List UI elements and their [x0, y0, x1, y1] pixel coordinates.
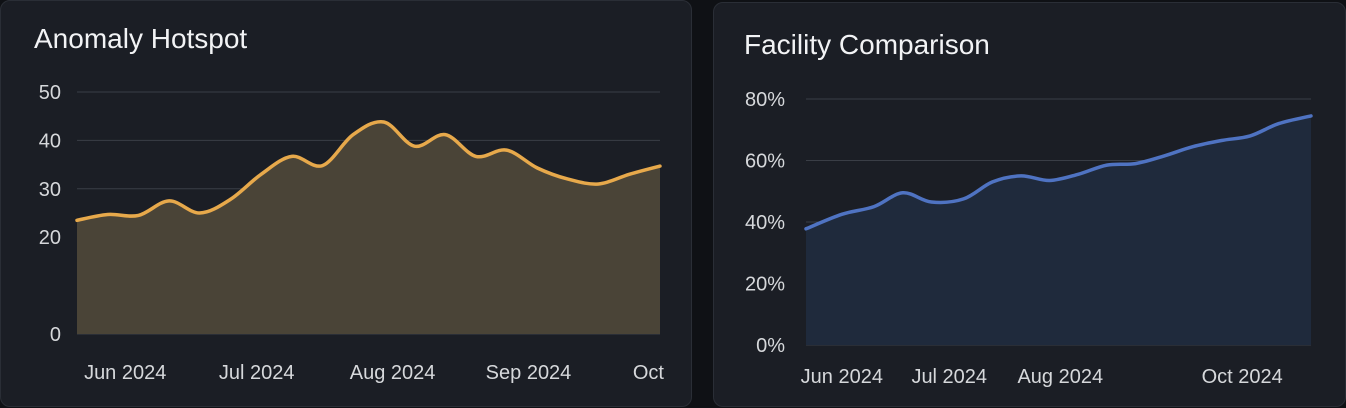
- anomaly-x-tick-label: Sep 2024: [486, 362, 572, 384]
- anomaly-x-tick-label: Jul 2024: [219, 362, 295, 384]
- facility-y-tick-label: 80%: [745, 89, 785, 111]
- facility-y-tick-label: 0%: [756, 335, 785, 357]
- facility-comparison-chart: 0% 20% 40% 60% 80% Jun 2024 Jul 2024 Aug 2024 Oc…: [745, 89, 1313, 388]
- facility-x-tick-label: Oct 2024: [1202, 366, 1283, 388]
- facility-series-area: [806, 115, 1311, 346]
- anomaly-hotspot-title: Anomaly Hotspot: [34, 23, 248, 54]
- anomaly-hotspot-panel: Anomaly Hotspot 0 20 30 40 50 Jun 2024 Jul 202…: [0, 0, 692, 407]
- facility-comparison-title: Facility Comparison: [744, 29, 990, 60]
- facility-x-tick-label: Jun 2024: [801, 366, 883, 388]
- anomaly-series-area: [77, 121, 660, 334]
- anomaly-y-tick-label: 40: [39, 130, 61, 152]
- anomaly-x-tick-label: Jun 2024: [84, 362, 166, 384]
- anomaly-y-tick-label: 50: [39, 82, 61, 104]
- anomaly-series-line: [75, 119, 662, 223]
- facility-x-tick-label: Aug 2024: [1017, 366, 1103, 388]
- facility-y-tick-label: 20%: [745, 274, 785, 296]
- anomaly-y-tick-label: 20: [39, 227, 61, 249]
- anomaly-x-tick-label: Oct: [633, 362, 665, 384]
- facility-x-tick-label: Jul 2024: [911, 366, 987, 388]
- facility-series-line: [804, 114, 1313, 231]
- anomaly-y-tick-label: 30: [39, 179, 61, 201]
- facility-y-tick-label: 60%: [745, 151, 785, 173]
- facility-comparison-panel: Facility Comparison 0% 20% 40% 60% 80% Jun 20…: [713, 2, 1346, 407]
- facility-y-tick-label: 40%: [745, 212, 785, 234]
- anomaly-y-tick-label: 0: [50, 324, 61, 346]
- anomaly-x-tick-label: Aug 2024: [350, 362, 436, 384]
- anomaly-hotspot-chart: 0 20 30 40 50 Jun 2024 Jul 2024 Aug 2024 Sep 202…: [39, 82, 665, 384]
